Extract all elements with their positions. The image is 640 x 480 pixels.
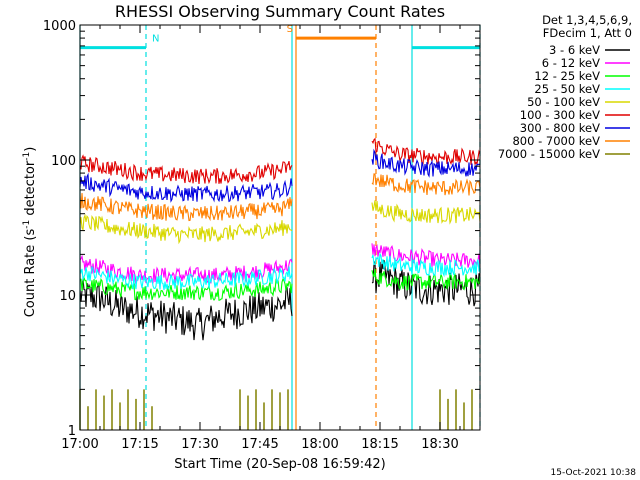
x-tick-label: 17:00 — [61, 437, 98, 452]
x-axis-label: Start Time (20-Sep-08 16:59:42) — [174, 457, 385, 472]
x-tick-label: 18:00 — [301, 437, 338, 452]
flag-label-s: S — [287, 24, 293, 35]
series-line-segment-0 — [79, 278, 293, 341]
series-300-800-kev — [79, 148, 481, 203]
legend-label: 12 - 25 keV — [534, 69, 600, 83]
y-tick-label: 100 — [51, 154, 76, 169]
legend-label: 3 - 6 keV — [549, 43, 600, 57]
x-tick-label: 18:15 — [361, 437, 398, 452]
series-line-segment-0 — [79, 275, 293, 302]
legend-label: 100 - 300 keV — [520, 108, 600, 122]
series-line-segment-0 — [79, 154, 293, 185]
legend-label: 800 - 7000 keV — [512, 134, 600, 148]
axes: 17:00 17:15 17:30 17:45 18:00 18:15 18:30 1 10 10… — [43, 19, 481, 452]
x-tick-label: 17:45 — [241, 437, 278, 452]
series-7000-15000-kev — [79, 389, 473, 430]
legend-label: 7000 - 15000 keV — [498, 147, 600, 161]
y-axis-label: Count Rate (s-1 detector-1) — [22, 147, 38, 318]
x-tick-label: 18:30 — [421, 437, 458, 452]
series-line-segment-1 — [371, 173, 481, 196]
series-line-segment-1 — [371, 269, 481, 291]
footer-date: 15-Oct-2021 10:38 — [551, 468, 637, 478]
legend-label: 6 - 12 keV — [542, 56, 600, 70]
series-line-segment-1 — [371, 137, 481, 166]
x-tick-label: 17:30 — [181, 437, 218, 452]
plot-area: NS — [79, 24, 481, 430]
x-tick-label: 17:15 — [121, 437, 158, 452]
series-50-100-kev — [79, 200, 481, 245]
series-line-segment-0 — [79, 265, 293, 291]
series-800-7000-kev — [79, 173, 481, 222]
series-line-segment-1 — [371, 148, 481, 178]
series-25-50-kev — [79, 251, 481, 291]
legend-label: 300 - 800 keV — [520, 121, 600, 135]
y-tick-label: 10 — [59, 289, 76, 304]
legend: Det 1,3,4,5,6,9, FDecim 1, Att 0 3 - 6 k… — [498, 13, 632, 161]
legend-label: 50 - 100 keV — [527, 95, 600, 109]
y-tick-label: 1000 — [43, 19, 76, 34]
chart-title: RHESSI Observing Summary Count Rates — [115, 2, 445, 21]
series-line-segment-0 — [79, 193, 293, 222]
series-line-segment-0 — [79, 213, 293, 245]
series-line-segment-0 — [79, 172, 293, 203]
y-tick-label: 1 — [68, 424, 76, 439]
flag-label-n: N — [152, 34, 159, 45]
series-100-300-kev — [79, 137, 481, 185]
series-line-segment-1 — [371, 200, 481, 225]
legend-label: 25 - 50 keV — [534, 82, 600, 96]
series-line-segment-1 — [371, 251, 481, 278]
legend-header-line-1: Det 1,3,4,5,6,9, — [542, 13, 632, 27]
svg-text:Count Rate (s-1 detector-1): Count Rate (s-1 detector-1) — [22, 147, 38, 318]
legend-header-line-2: FDecim 1, Att 0 — [543, 26, 632, 40]
